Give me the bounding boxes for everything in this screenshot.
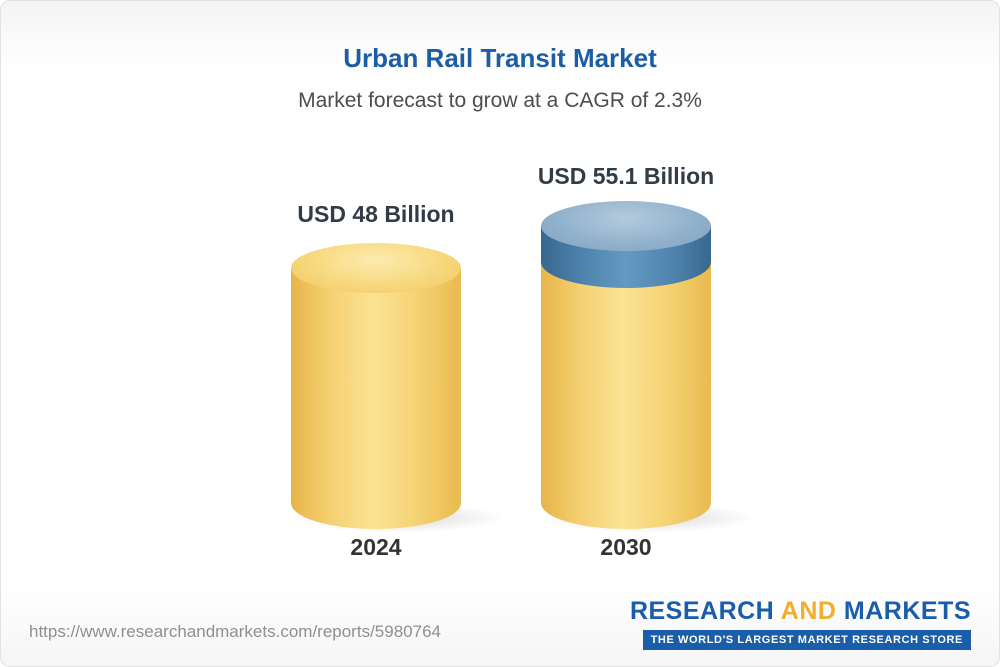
bar-cylinder-2024 bbox=[291, 243, 461, 529]
bar-cylinder-2030 bbox=[541, 201, 711, 529]
chart-title: Urban Rail Transit Market bbox=[343, 43, 657, 73]
bar-2024-top-ellipse bbox=[291, 243, 461, 293]
chart-subtitle: Market forecast to grow at a CAGR of 2.3… bbox=[298, 89, 702, 112]
logo-tagline: THE WORLD'S LARGEST MARKET RESEARCH STOR… bbox=[642, 630, 971, 650]
bar-2030-body bbox=[541, 263, 711, 529]
category-label-2024: 2024 bbox=[350, 534, 402, 560]
logo-word-and: AND bbox=[780, 597, 837, 625]
logo-word-markets: MARKETS bbox=[843, 597, 971, 625]
bar-2030-top-ellipse bbox=[541, 201, 711, 251]
value-label-2030: USD 55.1 Billion bbox=[537, 163, 715, 189]
bar-2024-body bbox=[291, 268, 461, 529]
logo-wordmark: RESEARCH AND MARKETS bbox=[630, 597, 971, 626]
logo-word-research: RESEARCH bbox=[629, 597, 775, 625]
category-label-2030: 2030 bbox=[600, 534, 652, 560]
value-label-2024: USD 48 Billion bbox=[297, 201, 455, 227]
report-url: https://www.researchandmarkets.com/repor… bbox=[29, 622, 441, 641]
researchandmarkets-logo: RESEARCH AND MARKETS THE WORLD'S LARGEST… bbox=[630, 597, 971, 650]
